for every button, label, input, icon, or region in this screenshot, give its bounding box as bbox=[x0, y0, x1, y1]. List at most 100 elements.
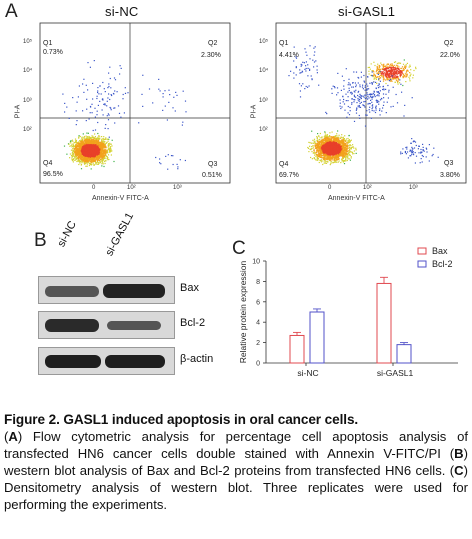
flow-dot bbox=[75, 145, 77, 147]
flow-dot bbox=[116, 91, 118, 93]
plot-frame bbox=[275, 22, 467, 184]
flow-dot bbox=[347, 137, 349, 140]
flow-dot bbox=[80, 152, 82, 154]
flow-dot bbox=[332, 148, 334, 150]
flow-dot bbox=[107, 154, 110, 156]
flow-dot bbox=[93, 152, 95, 154]
flow-dot bbox=[318, 152, 320, 154]
flow-dot bbox=[103, 88, 105, 90]
flow-dot bbox=[75, 152, 77, 154]
flow-dot bbox=[102, 143, 104, 145]
flow-dot bbox=[94, 151, 96, 153]
flow-dot bbox=[319, 149, 321, 152]
flow-dot bbox=[92, 139, 95, 141]
flow-dot bbox=[74, 150, 76, 152]
flow-dot bbox=[339, 153, 341, 155]
flow-dot bbox=[91, 112, 93, 114]
flow-dot bbox=[91, 158, 93, 160]
flow-dot bbox=[101, 136, 103, 138]
flow-dot bbox=[82, 143, 84, 145]
flow-dot bbox=[73, 150, 75, 152]
flow-dot bbox=[386, 79, 388, 81]
flow-dot bbox=[346, 146, 348, 148]
flow-dot bbox=[333, 148, 335, 150]
flow-dot bbox=[328, 136, 330, 138]
flow-dot bbox=[94, 129, 97, 131]
flow-dot bbox=[345, 149, 348, 151]
flow-dot bbox=[396, 71, 398, 73]
flow-dot bbox=[397, 67, 399, 69]
flow-dot bbox=[329, 151, 331, 153]
flow-dot bbox=[315, 155, 317, 157]
flow-dot bbox=[334, 158, 336, 160]
flow-dot bbox=[402, 63, 405, 65]
flow-dot bbox=[95, 163, 97, 165]
flow-dot bbox=[342, 137, 344, 139]
flow-dot bbox=[335, 157, 337, 159]
flow-dot bbox=[92, 144, 94, 146]
flow-dot bbox=[315, 151, 318, 154]
flow-dot bbox=[106, 115, 108, 117]
flow-dot bbox=[104, 153, 106, 155]
flow-dot bbox=[109, 77, 111, 80]
flow-dot bbox=[80, 143, 82, 145]
flow-dot bbox=[339, 143, 341, 145]
flow-dot bbox=[336, 155, 338, 157]
flow-dot bbox=[326, 150, 328, 152]
flow-dot bbox=[100, 147, 102, 149]
flow-dot bbox=[99, 100, 101, 102]
flow-dot bbox=[331, 146, 333, 148]
flow-dot bbox=[324, 160, 326, 162]
flow-dot bbox=[88, 160, 90, 162]
flow-dot bbox=[326, 151, 328, 153]
flow-dot bbox=[168, 89, 170, 91]
flow-dot bbox=[409, 78, 411, 80]
flow-dot bbox=[340, 144, 342, 146]
flow-dot bbox=[73, 141, 75, 144]
flow-dot bbox=[322, 151, 324, 153]
flow-dot bbox=[324, 139, 326, 141]
flow-dot bbox=[326, 141, 328, 144]
q2-label: Q2 bbox=[208, 40, 218, 47]
flow-dot bbox=[76, 157, 78, 159]
flow-dot bbox=[111, 150, 113, 152]
flow-dot bbox=[338, 154, 341, 156]
flow-dot bbox=[314, 144, 316, 146]
flow-dot bbox=[81, 162, 83, 164]
flow-dot bbox=[381, 72, 383, 74]
flow-dot bbox=[105, 137, 107, 139]
flow-dot bbox=[102, 158, 105, 160]
flow-dot bbox=[330, 158, 332, 160]
x-axis-label: Annexin-V FITC-A bbox=[92, 195, 149, 202]
flow-dot bbox=[83, 143, 85, 145]
flow-dot bbox=[75, 158, 78, 160]
flow-dot bbox=[323, 158, 325, 160]
flow-dot bbox=[326, 157, 328, 159]
flow-dot bbox=[338, 146, 340, 148]
flow-dot bbox=[328, 153, 330, 155]
flow-dot bbox=[330, 140, 332, 142]
flow-dot bbox=[96, 157, 98, 159]
flow-dot bbox=[93, 148, 95, 150]
flow-dot bbox=[367, 66, 369, 69]
flow-dot bbox=[353, 150, 355, 152]
flow-dot bbox=[345, 145, 347, 147]
flow-dot bbox=[317, 133, 319, 135]
flow-dot bbox=[317, 147, 320, 149]
flow-dot bbox=[315, 146, 317, 148]
flow-dot bbox=[338, 141, 340, 143]
flow-dot bbox=[102, 151, 105, 153]
flow-dot bbox=[70, 149, 73, 151]
flow-dot bbox=[319, 143, 321, 146]
flow-dot bbox=[322, 149, 324, 151]
flow-dot bbox=[96, 161, 99, 163]
flow-dots bbox=[288, 45, 439, 166]
flow-dot bbox=[343, 163, 346, 165]
flow-dot bbox=[97, 142, 99, 144]
flow-dot bbox=[81, 153, 83, 155]
flow-dot bbox=[341, 158, 343, 161]
flow-dot bbox=[98, 148, 100, 150]
flow-dot bbox=[345, 146, 347, 148]
flow-dot bbox=[316, 136, 318, 138]
flow-dot bbox=[82, 144, 84, 146]
